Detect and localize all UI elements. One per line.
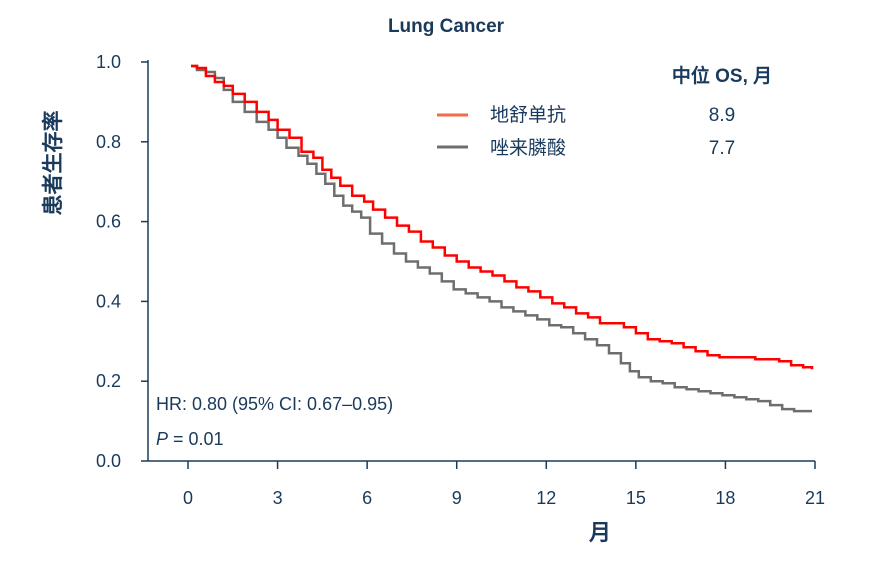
- x-tick-label: 6: [362, 488, 372, 508]
- x-tick-label: 3: [273, 488, 283, 508]
- x-tick-label: 0: [183, 488, 193, 508]
- y-tick-label: 0.2: [96, 371, 121, 391]
- x-tick-label: 12: [536, 488, 556, 508]
- legend-median-zoledronic-acid: 7.7: [709, 138, 735, 159]
- series-lines: [191, 64, 814, 413]
- series-line-zoledronic-acid: [191, 64, 812, 413]
- series-line-denosumab: [191, 64, 814, 370]
- y-axis-label: 患者生存率: [41, 111, 65, 216]
- y-tick-label: 0.8: [96, 132, 121, 152]
- x-tick-label: 9: [452, 488, 462, 508]
- hr-annotation: HR: 0.80 (95% CI: 0.67–0.95): [156, 394, 393, 414]
- x-axis-label: 月: [588, 520, 611, 545]
- x-tick-label: 15: [626, 488, 646, 508]
- y-tick-label: 1.0: [96, 52, 121, 72]
- legend-label-denosumab: 地舒单抗: [490, 104, 566, 126]
- y-tick-label: 0.0: [96, 451, 121, 471]
- chart-title: Lung Cancer: [388, 16, 505, 37]
- y-tick-label: 0.6: [96, 212, 121, 232]
- y-tick-label: 0.4: [96, 291, 121, 311]
- legend-header: 中位 OS, 月: [672, 64, 772, 87]
- x-tick-label: 18: [715, 488, 735, 508]
- x-tick-group: 0 3 6 9 12 15 18 21: [183, 461, 825, 508]
- x-tick-label: 21: [805, 488, 825, 508]
- legend-label-zoledronic-acid: 唑来膦酸: [490, 137, 566, 159]
- legend: 中位 OS, 月 地舒单抗 8.9 唑来膦酸 7.7: [437, 64, 772, 159]
- p-value-annotation: P = 0.01: [156, 429, 224, 449]
- p-value: = 0.01: [168, 429, 224, 449]
- p-label: P: [156, 429, 168, 449]
- y-tick-group: 0.0 0.2 0.4 0.6 0.8 1.0: [96, 52, 148, 471]
- legend-median-denosumab: 8.9: [709, 105, 735, 126]
